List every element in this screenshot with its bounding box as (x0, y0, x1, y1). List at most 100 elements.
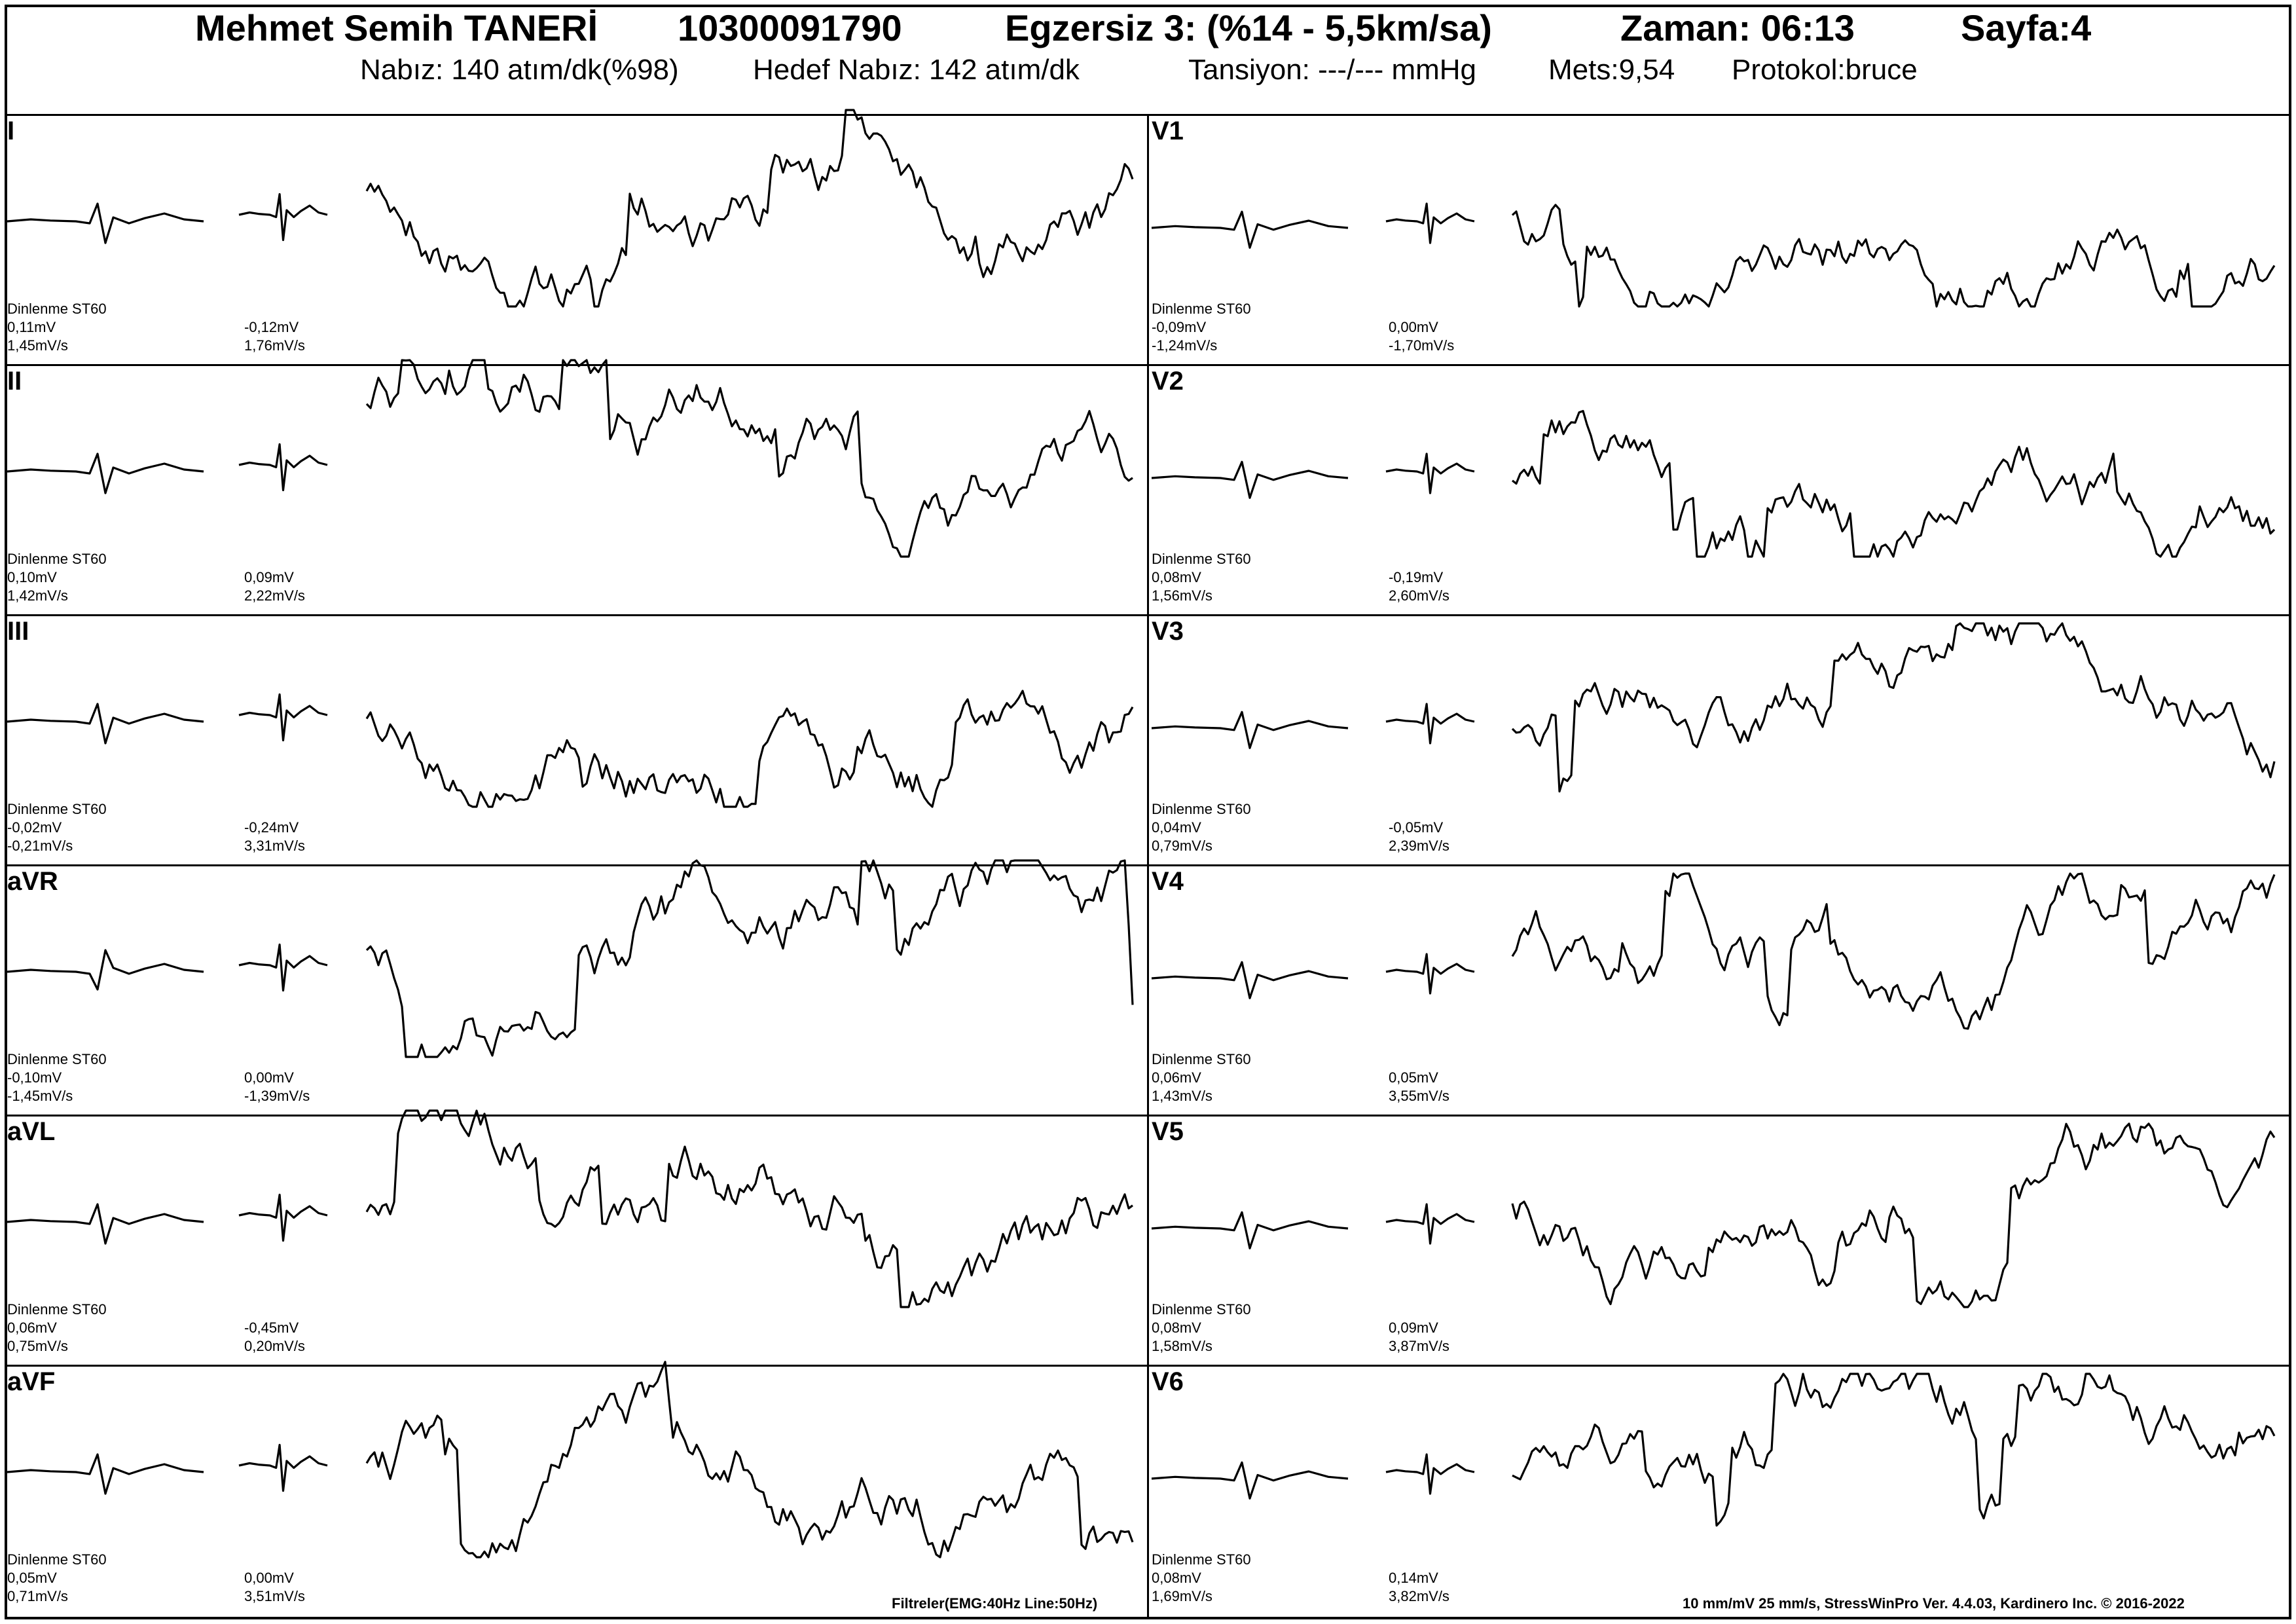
current-measurements: 0,14mV 3,82mV/s (1389, 1569, 1449, 1606)
rest-measurements: Dinlenme ST60 0,08mV 1,58mV/s (1152, 1301, 1251, 1356)
rest-st-value: 0,08mV (1152, 1570, 1201, 1586)
current-beat-waveform (238, 943, 328, 992)
rest-measurements: Dinlenme ST60 0,11mV 1,45mV/s (7, 300, 107, 355)
rest-st-value: -0,10mV (7, 1069, 62, 1086)
page-number: Sayfa:4 (1961, 7, 2092, 48)
patient-name: Mehmet Semih TANERİ (195, 7, 598, 48)
rest-measurements: Dinlenme ST60 -0,10mV -1,45mV/s (7, 1050, 107, 1105)
current-st-slope: -1,39mV/s (244, 1088, 310, 1104)
current-st-value: -0,24mV (244, 819, 299, 836)
rest-st-slope: -0,21mV/s (7, 838, 73, 854)
current-st-value: 0,00mV (1389, 319, 1438, 335)
rest-label: Dinlenme ST60 (7, 551, 107, 567)
rest-beat-waveform (1151, 710, 1349, 749)
current-st-slope: 3,55mV/s (1389, 1088, 1449, 1104)
rest-measurements: Dinlenme ST60 0,05mV 0,71mV/s (7, 1551, 107, 1606)
live-strip-waveform (1512, 410, 2276, 558)
live-strip-waveform (365, 109, 1134, 308)
rest-st-value: -0,09mV (1152, 319, 1207, 335)
rest-st-slope: -1,45mV/s (7, 1088, 73, 1104)
rest-st-slope: 1,56mV/s (1152, 587, 1212, 604)
rest-label: Dinlenme ST60 (7, 1551, 107, 1568)
live-strip-waveform (365, 859, 1134, 1058)
current-measurements: -0,45mV 0,20mV/s (244, 1319, 305, 1356)
lead-label-ii: II (7, 367, 22, 396)
rest-beat-waveform (1151, 961, 1349, 999)
rest-measurements: Dinlenme ST60 0,04mV 0,79mV/s (1152, 800, 1251, 855)
live-strip-waveform (1511, 204, 2276, 308)
current-beat-waveform (1385, 1203, 1475, 1245)
rest-st-slope: 0,71mV/s (7, 1588, 68, 1604)
rest-beat-waveform (7, 703, 204, 745)
current-st-value: -0,12mV (244, 319, 299, 335)
current-st-value: -0,05mV (1389, 819, 1444, 836)
lead-label-v2: V2 (1152, 367, 1184, 396)
lead-label-v6: V6 (1152, 1367, 1184, 1396)
rest-label: Dinlenme ST60 (7, 801, 107, 817)
live-strip-waveform (365, 1109, 1133, 1308)
current-measurements: 0,00mV -1,70mV/s (1389, 318, 1454, 355)
rest-beat-waveform (1151, 210, 1349, 249)
lead-label-v4: V4 (1152, 867, 1184, 896)
rest-label: Dinlenme ST60 (1152, 801, 1251, 817)
rest-st-value: 0,04mV (1152, 819, 1201, 836)
current-st-value: 0,09mV (1389, 1320, 1438, 1336)
lead-label-v5: V5 (1152, 1117, 1184, 1146)
current-beat-waveform (238, 1193, 328, 1242)
current-st-value: 0,00mV (244, 1570, 294, 1586)
rest-beat-waveform (7, 452, 204, 494)
current-st-value: -0,19mV (1389, 569, 1444, 585)
heart-rate: Nabız: 140 atım/dk(%98) (360, 54, 679, 86)
rest-label: Dinlenme ST60 (7, 1301, 107, 1318)
rest-st-value: 0,06mV (7, 1320, 57, 1336)
rest-measurements: Dinlenme ST60 -0,09mV -1,24mV/s (1152, 300, 1251, 355)
live-strip-waveform (1511, 872, 2276, 1030)
current-st-slope: 2,22mV/s (244, 587, 305, 604)
current-measurements: 0,00mV 3,51mV/s (244, 1569, 305, 1606)
current-st-slope: 0,20mV/s (244, 1338, 305, 1354)
current-st-slope: 2,39mV/s (1389, 838, 1449, 854)
live-strip-waveform (365, 690, 1134, 808)
rest-measurements: Dinlenme ST60 0,08mV 1,56mV/s (1152, 550, 1251, 605)
current-st-slope: 2,60mV/s (1389, 587, 1449, 604)
protocol: Protokol:bruce (1732, 54, 1918, 86)
current-beat-waveform (238, 193, 328, 242)
rest-measurements: Dinlenme ST60 0,06mV 0,75mV/s (7, 1301, 107, 1356)
rest-label: Dinlenme ST60 (7, 1051, 107, 1067)
rest-st-value: 0,10mV (7, 569, 57, 585)
rest-st-value: -0,02mV (7, 819, 62, 836)
current-beat-waveform (238, 1443, 328, 1492)
lead-label-i: I (7, 117, 15, 145)
rest-measurements: Dinlenme ST60 0,10mV 1,42mV/s (7, 550, 107, 605)
current-measurements: -0,19mV 2,60mV/s (1389, 568, 1449, 605)
rest-label: Dinlenme ST60 (1152, 1051, 1251, 1067)
current-beat-waveform (1385, 452, 1475, 494)
live-strip-waveform (1511, 622, 2276, 793)
recording-settings: 10 mm/mV 25 mm/s, StressWinPro Ver. 4.4.… (1683, 1595, 2185, 1612)
rest-label: Dinlenme ST60 (1152, 551, 1251, 567)
current-beat-waveform (1385, 1453, 1475, 1495)
current-beat-waveform (238, 693, 328, 742)
elapsed-time: Zaman: 06:13 (1620, 7, 1855, 48)
current-measurements: -0,05mV 2,39mV/s (1389, 819, 1449, 855)
current-st-slope: -1,70mV/s (1389, 337, 1455, 354)
rest-st-value: 0,08mV (1152, 1320, 1201, 1336)
live-strip-waveform (1512, 1373, 2276, 1527)
rest-beat-waveform (1151, 460, 1349, 499)
current-st-slope: 3,82mV/s (1389, 1588, 1449, 1604)
rest-st-value: 0,05mV (7, 1570, 57, 1586)
rest-st-slope: 1,42mV/s (7, 587, 68, 604)
live-strip-waveform (365, 1361, 1134, 1559)
lead-label-avf: aVF (7, 1367, 56, 1396)
rest-label: Dinlenme ST60 (1152, 301, 1251, 317)
rest-measurements: Dinlenme ST60 0,08mV 1,69mV/s (1152, 1551, 1251, 1606)
stage-label: Egzersiz 3: (%14 - 5,5km/sa) (1005, 7, 1492, 48)
current-beat-waveform (1385, 703, 1475, 745)
rest-st-slope: 1,69mV/s (1152, 1588, 1212, 1604)
rest-label: Dinlenme ST60 (7, 301, 107, 317)
current-beat-waveform (1385, 953, 1475, 995)
current-st-value: 0,09mV (244, 569, 294, 585)
current-beat-waveform (238, 443, 328, 492)
current-measurements: 0,00mV -1,39mV/s (244, 1069, 310, 1105)
